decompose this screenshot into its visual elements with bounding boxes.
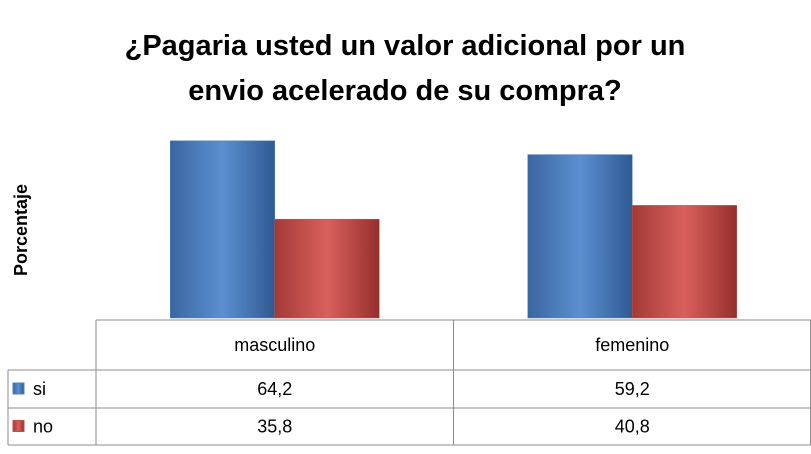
legend-label: no — [33, 416, 53, 436]
bar — [170, 140, 275, 319]
table-value: 35,8 — [257, 416, 292, 436]
table-value: 64,2 — [257, 379, 292, 399]
table-value: 59,2 — [615, 379, 650, 399]
bar — [527, 154, 633, 319]
bar — [632, 205, 737, 319]
legend-key — [12, 382, 25, 395]
y-axis-label: Porcentaje — [11, 184, 31, 276]
legend-label: si — [33, 379, 46, 399]
bar — [274, 218, 380, 319]
x-tick-label: femenino — [595, 335, 669, 355]
x-tick-label: masculino — [234, 335, 315, 355]
table-value: 40,8 — [615, 416, 650, 436]
legend-key — [12, 420, 25, 432]
chart-title: ¿Pagaria usted un valor adicional por un… — [124, 30, 686, 107]
